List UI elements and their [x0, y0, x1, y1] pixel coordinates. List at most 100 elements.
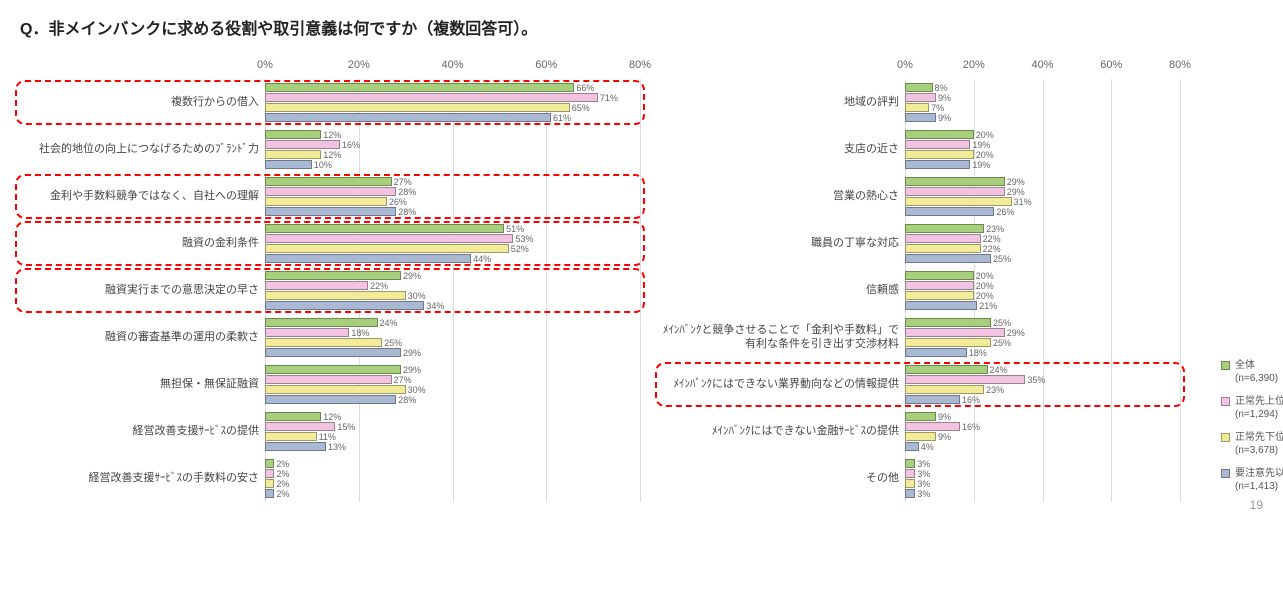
category-row: 融資の金利条件51%53%52%44%	[20, 220, 640, 267]
bar-value: 52%	[511, 244, 529, 254]
bar-value: 29%	[1007, 177, 1025, 187]
right-chart: 0%20%40%60%80% 地域の評判8%9%7%9%支店の近さ20%19%2…	[660, 59, 1180, 502]
bar-value: 7%	[931, 103, 944, 113]
bar-value: 22%	[983, 244, 1001, 254]
category-label: ﾒｲﾝﾊﾞﾝｸにはできない金融ｻｰﾋﾞｽの提供	[660, 425, 905, 438]
bar-value: 20%	[976, 291, 994, 301]
bar-value: 51%	[506, 224, 524, 234]
bars-zone: 2%2%2%2%	[265, 455, 640, 502]
axis-tick: 0%	[257, 59, 273, 71]
bar-value: 25%	[993, 338, 1011, 348]
bar: 9%	[905, 93, 936, 102]
bar: 23%	[905, 224, 984, 233]
bars-zone: 20%19%20%19%	[905, 126, 1180, 173]
bar: 27%	[265, 177, 392, 186]
bar: 9%	[905, 432, 936, 441]
bar-value: 20%	[976, 150, 994, 160]
bar: 16%	[265, 140, 340, 149]
bar-value: 16%	[962, 395, 980, 405]
category-row: その他3%3%3%3%	[660, 455, 1180, 502]
bar: 19%	[905, 160, 970, 169]
bar: 28%	[265, 395, 396, 404]
bar: 29%	[265, 365, 401, 374]
bars-zone: 27%28%26%28%	[265, 173, 640, 220]
bar: 23%	[905, 385, 984, 394]
bar-value: 12%	[323, 150, 341, 160]
category-label: その他	[660, 472, 905, 485]
bar-value: 18%	[351, 328, 369, 338]
bar: 20%	[905, 291, 974, 300]
bar-value: 3%	[917, 469, 930, 479]
bar: 29%	[905, 177, 1005, 186]
left-chart: 0%20%40%60%80% 複数行からの借入66%71%65%61%社会的地位…	[20, 59, 640, 502]
bar-value: 30%	[408, 385, 426, 395]
bar: 3%	[905, 459, 915, 468]
right-axis: 0%20%40%60%80%	[660, 59, 1180, 79]
category-label: 複数行からの借入	[20, 96, 265, 109]
bar-value: 23%	[986, 385, 1004, 395]
bar: 25%	[905, 254, 991, 263]
bar-value: 24%	[990, 365, 1008, 375]
bar: 22%	[905, 234, 981, 243]
legend-swatch	[1221, 433, 1230, 442]
bar-value: 16%	[962, 422, 980, 432]
category-label: 融資実行までの意思決定の早さ	[20, 284, 265, 297]
bar-value: 35%	[1027, 375, 1045, 385]
category-label: 職員の丁寧な対応	[660, 237, 905, 250]
bars-zone: 3%3%3%3%	[905, 455, 1180, 502]
category-row: ﾒｲﾝﾊﾞﾝｸにはできない金融ｻｰﾋﾞｽの提供9%16%9%4%	[660, 408, 1180, 455]
bar-value: 25%	[993, 318, 1011, 328]
bar-value: 25%	[993, 254, 1011, 264]
bar: 2%	[265, 479, 274, 488]
bars-zone: 20%20%20%21%	[905, 267, 1180, 314]
bars-zone: 12%16%12%10%	[265, 126, 640, 173]
bar: 10%	[265, 160, 312, 169]
bar: 3%	[905, 489, 915, 498]
bar: 28%	[265, 207, 396, 216]
category-row: 経営改善支援ｻｰﾋﾞｽの手数料の安さ2%2%2%2%	[20, 455, 640, 502]
axis-tick: 60%	[1100, 59, 1122, 71]
bar: 3%	[905, 479, 915, 488]
bar-value: 9%	[938, 432, 951, 442]
category-label: ﾒｲﾝﾊﾞﾝｸにはできない業界動向などの情報提供	[660, 378, 905, 391]
category-label: 支店の近さ	[660, 143, 905, 156]
bar-value: 19%	[972, 140, 990, 150]
bar: 2%	[265, 459, 274, 468]
category-label: 金利や手数料競争ではなく、自社への理解	[20, 190, 265, 203]
category-row: 支店の近さ20%19%20%19%	[660, 126, 1180, 173]
page-number: 19	[1250, 498, 1263, 512]
bar-value: 65%	[572, 103, 590, 113]
bar: 11%	[265, 432, 317, 441]
bar: 19%	[905, 140, 970, 149]
category-row: 社会的地位の向上につなげるためのﾌﾞﾗﾝﾄﾞ力12%16%12%10%	[20, 126, 640, 173]
bar: 20%	[905, 281, 974, 290]
category-row: 複数行からの借入66%71%65%61%	[20, 79, 640, 126]
bar-value: 20%	[976, 271, 994, 281]
category-row: 金利や手数料競争ではなく、自社への理解27%28%26%28%	[20, 173, 640, 220]
bar: 53%	[265, 234, 513, 243]
bar: 18%	[905, 348, 967, 357]
bar: 20%	[905, 271, 974, 280]
category-label: 信頼感	[660, 284, 905, 297]
legend-text: 全体(n=6,390)	[1235, 359, 1278, 385]
bar: 29%	[265, 271, 401, 280]
bar-value: 25%	[384, 338, 402, 348]
axis-tick: 0%	[897, 59, 913, 71]
category-row: 融資の審査基準の運用の柔軟さ24%18%25%29%	[20, 314, 640, 361]
bar: 52%	[265, 244, 509, 253]
bars-zone: 12%15%11%13%	[265, 408, 640, 455]
bar: 25%	[265, 338, 382, 347]
bar-value: 24%	[380, 318, 398, 328]
category-label: 地域の評判	[660, 96, 905, 109]
legend-text: 要注意先以下(n=1,413)	[1235, 467, 1283, 493]
bar: 2%	[265, 489, 274, 498]
bars-zone: 29%22%30%34%	[265, 267, 640, 314]
axis-tick: 40%	[441, 59, 463, 71]
bar-value: 29%	[403, 271, 421, 281]
bar-value: 22%	[983, 234, 1001, 244]
legend-text: 正常先下位(n=3,678)	[1235, 431, 1283, 457]
bar: 66%	[265, 83, 574, 92]
bar: 20%	[905, 130, 974, 139]
bar-value: 28%	[398, 187, 416, 197]
category-label: 経営改善支援ｻｰﾋﾞｽの提供	[20, 425, 265, 438]
